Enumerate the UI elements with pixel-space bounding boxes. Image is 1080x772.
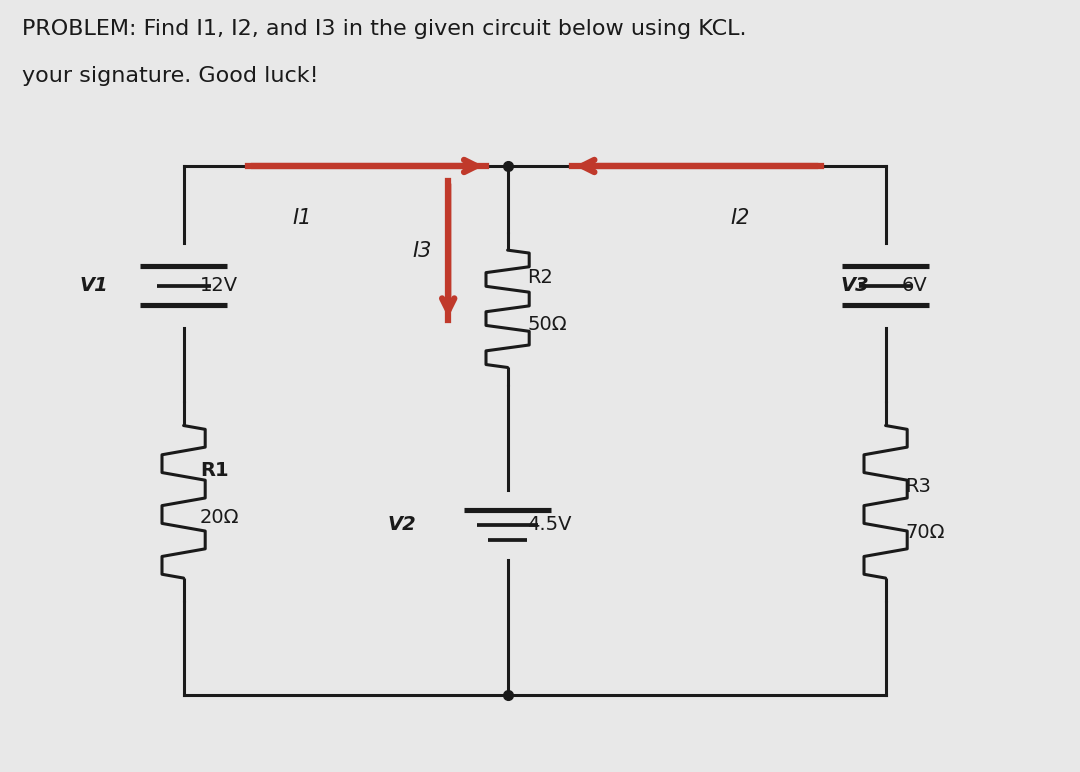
Text: 50Ω: 50Ω	[527, 315, 567, 334]
Text: I3: I3	[413, 241, 432, 261]
Text: 6V: 6V	[902, 276, 928, 295]
Text: V1: V1	[79, 276, 108, 295]
Text: I2: I2	[730, 208, 750, 229]
Text: I1: I1	[293, 208, 312, 229]
Text: 70Ω: 70Ω	[905, 523, 945, 542]
Text: V2: V2	[387, 516, 416, 534]
Text: 4.5V: 4.5V	[527, 516, 571, 534]
Text: R3: R3	[905, 477, 931, 496]
Text: 20Ω: 20Ω	[200, 508, 240, 527]
Text: R2: R2	[527, 269, 553, 287]
Text: PROBLEM: Find I1, I2, and I3 in the given circuit below using KCL.: PROBLEM: Find I1, I2, and I3 in the give…	[22, 19, 746, 39]
Text: R1: R1	[200, 462, 229, 480]
Text: your signature. Good luck!: your signature. Good luck!	[22, 66, 319, 86]
Text: 12V: 12V	[200, 276, 238, 295]
Text: V3: V3	[840, 276, 869, 295]
